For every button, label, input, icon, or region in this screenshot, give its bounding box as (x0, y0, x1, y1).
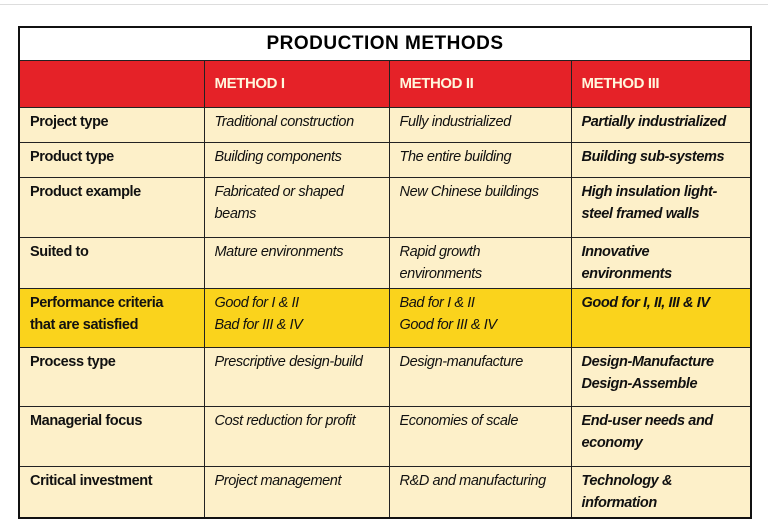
cell-line: Technology & information (581, 473, 673, 511)
cell-line: Design-manufacture (399, 354, 524, 370)
cell: Rapid growth environments (388, 237, 572, 289)
cell: R&D and manufacturing (388, 466, 572, 519)
table-row: Product example Fabricated or shaped beam… (18, 177, 752, 238)
cell: Good for I & II Bad for III & IV (203, 288, 390, 348)
cell-line: Good for I, II, III & IV (581, 295, 711, 311)
cell: Building sub-systems (570, 142, 752, 178)
cell: Traditional construction (203, 107, 390, 143)
header-cell: METHOD II (388, 60, 572, 108)
table-row: Process type Prescriptive design-build Des… (18, 347, 752, 407)
table-row: Project type Traditional construction Full… (18, 107, 752, 143)
cell: Fabricated or shaped beams (203, 177, 390, 238)
cell-line: Bad for III & IV (214, 317, 303, 333)
row-label: Suited to (18, 237, 205, 289)
label-line: Performance criteria (30, 295, 164, 311)
page: {"table": { "title": "PRODUCTION METHODS… (0, 4, 768, 519)
row-label: Project type (18, 107, 205, 143)
cell-line: Bad for I & II (399, 295, 475, 311)
cell-line: Cost reduction for profit (214, 413, 356, 429)
cell: The entire building (388, 142, 572, 178)
production-table: PRODUCTION METHODS METHOD I METHOD II METH… (18, 26, 752, 519)
label-line: Product type (30, 149, 114, 165)
cell-line: The entire building (399, 149, 512, 165)
cell-line: New Chinese buildings (399, 184, 540, 200)
divider (0, 4, 768, 5)
cell-line: Traditional construction (214, 114, 355, 130)
cell-line: High insulation light-steel framed walls (581, 184, 718, 222)
cell-line: Building components (214, 149, 342, 165)
cell: New Chinese buildings (388, 177, 572, 238)
table-row: Critical investment Project management R&D… (18, 466, 752, 519)
cell-line: Good for III & IV (399, 317, 498, 333)
row-label: Performance criteria that are satisfied (18, 288, 205, 348)
table-row: Product type Building components The entir… (18, 142, 752, 178)
cell-line: End-user needs and economy (581, 413, 714, 451)
cell-line: Project management (214, 473, 342, 489)
header-row: METHOD I METHOD II METHOD III (18, 60, 752, 108)
label-line: that are satisfied (30, 317, 139, 333)
cell: Cost reduction for profit (203, 406, 390, 467)
label-line: Suited to (30, 244, 89, 260)
header-cell: METHOD I (203, 60, 390, 108)
cell: Prescriptive design-build (203, 347, 390, 407)
cell: Fully industrialized (388, 107, 572, 143)
cell-line: Design-Manufacture (581, 354, 715, 370)
cell-line: Design-Assemble (581, 376, 698, 392)
cell-line: Rapid growth environments (399, 244, 483, 282)
cell-line: Mature environments (214, 244, 344, 260)
table-title: PRODUCTION METHODS (18, 26, 752, 61)
cell: Innovative environments (570, 237, 752, 289)
label-line: Managerial focus (30, 413, 143, 429)
cell: Technology & information (570, 466, 752, 519)
table-body: Project type Traditional construction Full… (18, 107, 752, 519)
label-line: Product example (30, 184, 141, 200)
label-line: Critical investment (30, 473, 153, 489)
cell-line: Fabricated or shaped beams (214, 184, 344, 222)
header-cell: METHOD III (570, 60, 752, 108)
row-label: Product type (18, 142, 205, 178)
cell: Bad for I & II Good for III & IV (388, 288, 572, 348)
cell-line: Partially industrialized (581, 114, 727, 130)
table-row: Performance criteria that are satisfied Go… (18, 288, 752, 348)
cell: End-user needs and economy (570, 406, 752, 467)
table-row: Suited to Mature environments Rapid growth… (18, 237, 752, 289)
label-line: Process type (30, 354, 116, 370)
cell-line: Innovative environments (581, 244, 673, 282)
cell: Economies of scale (388, 406, 572, 467)
cell-line: Building sub-systems (581, 149, 725, 165)
cell-line: R&D and manufacturing (399, 473, 547, 489)
cell: Partially industrialized (570, 107, 752, 143)
cell: Building components (203, 142, 390, 178)
cell-line: Economies of scale (399, 413, 519, 429)
row-label: Process type (18, 347, 205, 407)
row-label: Critical investment (18, 466, 205, 519)
row-label: Product example (18, 177, 205, 238)
table-row: Managerial focus Cost reduction for profi… (18, 406, 752, 467)
cell: Mature environments (203, 237, 390, 289)
cell-line: Good for I & II (214, 295, 300, 311)
header-cell (18, 60, 205, 108)
cell: High insulation light-steel framed walls (570, 177, 752, 238)
cell-line: Fully industrialized (399, 114, 512, 130)
cell: Good for I, II, III & IV (570, 288, 752, 348)
row-label: Managerial focus (18, 406, 205, 467)
cell: Design-manufacture (388, 347, 572, 407)
cell: Project management (203, 466, 390, 519)
label-line: Project type (30, 114, 109, 130)
cell-line: Prescriptive design-build (214, 354, 363, 370)
cell: Design-Manufacture Design-Assemble (570, 347, 752, 407)
